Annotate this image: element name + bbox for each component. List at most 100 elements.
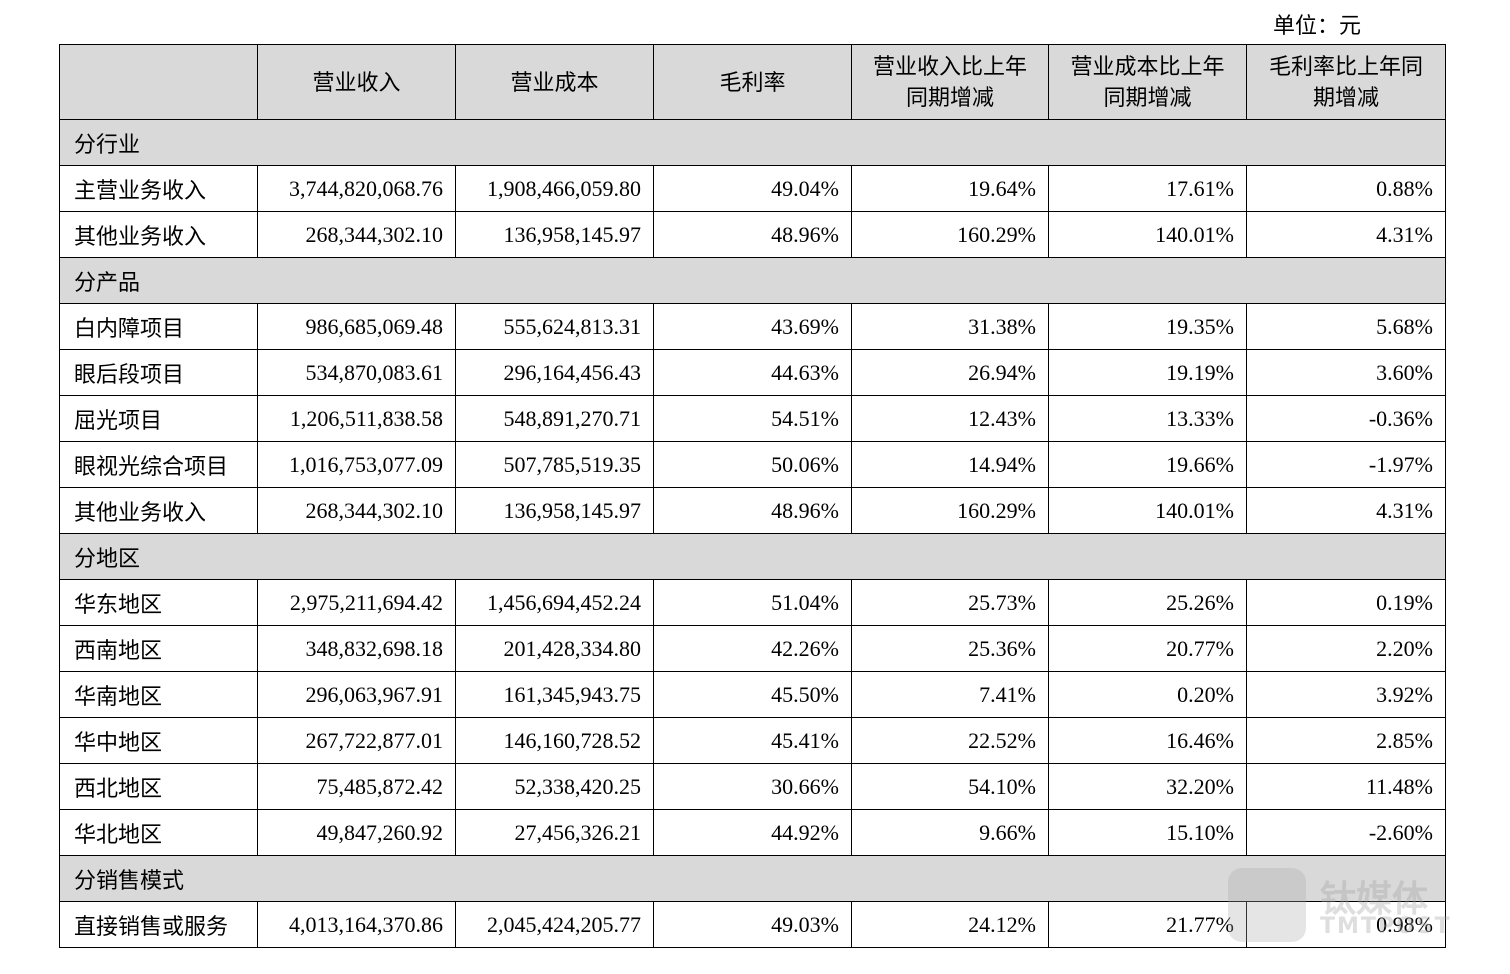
data-row: 主营业务收入 3,744,820,068.76 1,908,466,059.80 49… (59, 165, 1446, 212)
row-label: 其他业务收入 (59, 211, 258, 258)
value-cell: 54.51% (653, 395, 852, 442)
header-cell: 毛利率 (653, 44, 852, 120)
data-row: 西南地区 348,832,698.18 201,428,334.80 42.26% 25… (59, 625, 1446, 672)
value-cell: 1,016,753,077.09 (257, 441, 456, 488)
value-cell: 9.66% (851, 809, 1049, 856)
value-cell: 32.20% (1048, 763, 1247, 810)
header-row: 营业收入 营业成本 毛利率 营业收入比上年同期增减 营业成本比上年同期增减 毛利率比上年同… (59, 44, 1446, 120)
section-row: 分产品 (59, 257, 1446, 304)
row-label: 华北地区 (59, 809, 258, 856)
watermark-latin: TMTPOST (1320, 914, 1452, 939)
value-cell: 2,975,211,694.42 (257, 579, 456, 626)
value-cell: 160.29% (851, 487, 1049, 534)
value-cell: 25.36% (851, 625, 1049, 672)
value-cell: 201,428,334.80 (455, 625, 654, 672)
row-label: 华南地区 (59, 671, 258, 718)
data-row: 华南地区 296,063,967.91 161,345,943.75 45.50% 7.… (59, 671, 1446, 718)
data-row: 华中地区 267,722,877.01 146,160,728.52 45.41% 22… (59, 717, 1446, 764)
value-cell: 296,063,967.91 (257, 671, 456, 718)
value-cell: 52,338,420.25 (455, 763, 654, 810)
value-cell: 136,958,145.97 (455, 211, 654, 258)
value-cell: 51.04% (653, 579, 852, 626)
row-label: 其他业务收入 (59, 487, 258, 534)
row-label: 华中地区 (59, 717, 258, 764)
value-cell: 2.85% (1246, 717, 1446, 764)
value-cell: 15.10% (1048, 809, 1247, 856)
value-cell: 25.26% (1048, 579, 1247, 626)
value-cell: 4.31% (1246, 211, 1446, 258)
row-label: 直接销售或服务 (59, 901, 258, 948)
watermark: 钛媒体 TMTPOST (1228, 868, 1450, 942)
value-cell: 21.77% (1048, 901, 1247, 948)
section-row: 分地区 (59, 533, 1446, 580)
value-cell: 140.01% (1048, 211, 1247, 258)
data-row: 华东地区 2,975,211,694.42 1,456,694,452.24 51.0… (59, 579, 1446, 626)
data-row: 眼后段项目 534,870,083.61 296,164,456.43 44.63% 2… (59, 349, 1446, 396)
value-cell: 19.19% (1048, 349, 1247, 396)
value-cell: 50.06% (653, 441, 852, 488)
row-label: 屈光项目 (59, 395, 258, 442)
section-row: 分行业 (59, 119, 1446, 166)
value-cell: 44.63% (653, 349, 852, 396)
value-cell: 13.33% (1048, 395, 1247, 442)
section-title: 分销售模式 (59, 855, 1446, 902)
row-label: 西南地区 (59, 625, 258, 672)
value-cell: 146,160,728.52 (455, 717, 654, 764)
value-cell: 24.12% (851, 901, 1049, 948)
value-cell: 4.31% (1246, 487, 1446, 534)
header-cell: 毛利率比上年同期增减 (1246, 44, 1446, 120)
value-cell: 54.10% (851, 763, 1049, 810)
value-cell: 31.38% (851, 303, 1049, 350)
row-label: 西北地区 (59, 763, 258, 810)
value-cell: 43.69% (653, 303, 852, 350)
value-cell: 140.01% (1048, 487, 1247, 534)
value-cell: 1,456,694,452.24 (455, 579, 654, 626)
data-row: 白内障项目 986,685,069.48 555,624,813.31 43.69% 3… (59, 303, 1446, 350)
row-label: 主营业务收入 (59, 165, 258, 212)
data-table: 营业收入 营业成本 毛利率 营业收入比上年同期增减 营业成本比上年同期增减 毛利率比上年同… (59, 44, 1446, 948)
value-cell: 3,744,820,068.76 (257, 165, 456, 212)
data-row: 直接销售或服务 4,013,164,370.86 2,045,424,205.77 4… (59, 901, 1446, 948)
value-cell: -2.60% (1246, 809, 1446, 856)
value-cell: 75,485,872.42 (257, 763, 456, 810)
value-cell: 348,832,698.18 (257, 625, 456, 672)
unit-label: 单位：元 (1273, 13, 1362, 38)
data-row: 华北地区 49,847,260.92 27,456,326.21 44.92% 9.66… (59, 809, 1446, 856)
value-cell: 17.61% (1048, 165, 1247, 212)
value-cell: 49.03% (653, 901, 852, 948)
row-label: 白内障项目 (59, 303, 258, 350)
data-row: 其他业务收入 268,344,302.10 136,958,145.97 48.96%… (59, 211, 1446, 258)
value-cell: 986,685,069.48 (257, 303, 456, 350)
value-cell: 45.50% (653, 671, 852, 718)
data-row: 屈光项目 1,206,511,838.58 548,891,270.71 54.51%… (59, 395, 1446, 442)
value-cell: 25.73% (851, 579, 1049, 626)
value-cell: 11.48% (1246, 763, 1446, 810)
value-cell: 14.94% (851, 441, 1049, 488)
value-cell: 19.66% (1048, 441, 1247, 488)
value-cell: 268,344,302.10 (257, 487, 456, 534)
value-cell: 49,847,260.92 (257, 809, 456, 856)
value-cell: 7.41% (851, 671, 1049, 718)
section-title: 分产品 (59, 257, 1446, 304)
value-cell: -1.97% (1246, 441, 1446, 488)
value-cell: 0.20% (1048, 671, 1247, 718)
value-cell: 49.04% (653, 165, 852, 212)
value-cell: 20.77% (1048, 625, 1247, 672)
value-cell: 268,344,302.10 (257, 211, 456, 258)
row-label: 华东地区 (59, 579, 258, 626)
value-cell: 22.52% (851, 717, 1049, 764)
value-cell: 2,045,424,205.77 (455, 901, 654, 948)
value-cell: 48.96% (653, 487, 852, 534)
value-cell: 27,456,326.21 (455, 809, 654, 856)
value-cell: 534,870,083.61 (257, 349, 456, 396)
value-cell: 48.96% (653, 211, 852, 258)
value-cell: 16.46% (1048, 717, 1247, 764)
data-row: 西北地区 75,485,872.42 52,338,420.25 30.66% 54.1… (59, 763, 1446, 810)
header-cell (59, 44, 258, 120)
value-cell: 0.88% (1246, 165, 1446, 212)
value-cell: 136,958,145.97 (455, 487, 654, 534)
value-cell: 42.26% (653, 625, 852, 672)
table-body: 分行业 主营业务收入 3,744,820,068.76 1,908,466,059.8… (59, 119, 1446, 948)
